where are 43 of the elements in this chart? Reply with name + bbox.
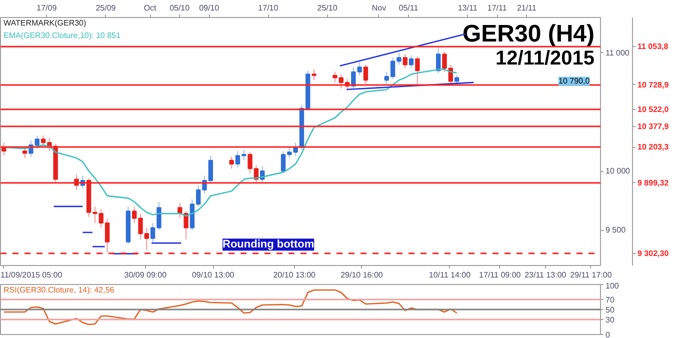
x2-tick-label: 25/10 [317,4,338,12]
ref-line-label: 10 203,3 [638,142,670,152]
x-tick-label: 30/09 09:00 [124,270,168,280]
x2-tick-label: 13/11 [458,4,478,12]
x2-tick-label: 09/10 [199,4,220,12]
x-tick-label: 10/11 14:00 [428,270,472,280]
x-tick-label: 29/10 16:00 [340,270,384,280]
annotation: Rounding bottom [222,238,314,251]
x2-tick-label: 17/10 [258,4,279,12]
ref-line-label: 11 053,8 [638,42,669,52]
y-tick-label: 30 [606,316,615,324]
text: 12/11/2015 [496,48,595,70]
ref-line-label: 10 377,9 [638,122,670,131]
y-tick-label: 10 000 [606,166,631,176]
y-tick-label: 11 000 [606,48,630,58]
ref-line-label: 10 728,9 [638,80,670,90]
x2-tick-label: Oct [144,4,158,12]
x-tick-label: 11/09/2015 05:00 [0,270,63,280]
annotation: 10 790,0 [558,76,590,86]
ref-line-label: 10 522,0 [638,104,670,114]
x2-tick-label: 21/11 [516,4,537,12]
x-tick-label: 09/10 13:00 [192,270,235,280]
x2-tick-label: 17/09 [36,4,58,12]
x2-tick-label: 25/09 [96,4,116,12]
x-tick-label: 20/10 13:00 [273,270,316,280]
x-tick-label: 23/11 13:00 [524,270,567,280]
x2-tick-label: 17/11 [487,4,508,12]
y-tick-label: 100 [606,282,620,290]
x-tick-label: 29/11 17:00 [570,270,612,280]
y-tick-label: 9 500 [606,226,626,235]
x2-tick-label: 05/11 [398,4,419,12]
text: RSI(GER30.Cloture, 14): 42,56 [4,286,115,294]
annotation: WATERMARK(GER30) [4,18,87,28]
text: EMA(GER30.Cloture,10): 10 851 [4,30,121,40]
ref-line-label: 9 899,32 [638,178,670,188]
y-tick-label: 70 [606,296,615,304]
chart-title: GER30 (H4) [462,20,595,48]
x2-tick-label: Nov [372,4,386,12]
y-tick-label: 0 [606,330,610,338]
ref-line-label: 9 302,30 [638,248,670,258]
y-tick-label: 50 [606,306,615,314]
x2-tick-label: 05/10 [170,4,190,12]
x-tick-label: 17/11 09:00 [479,270,522,280]
